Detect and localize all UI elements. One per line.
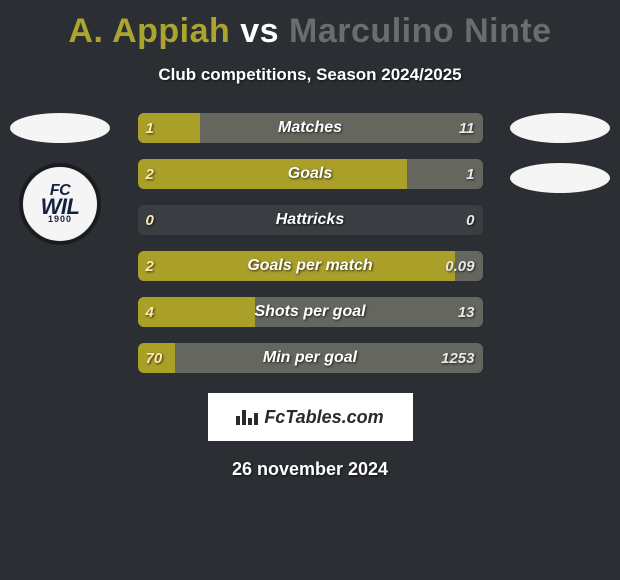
player1-avatars: FC WIL 1900 [10, 113, 110, 245]
bar-fill-player2 [200, 113, 483, 143]
stat-row-hattricks: 0 0Hattricks [138, 205, 483, 235]
player2-name: Marculino Ninte [289, 12, 552, 50]
bar-fill-player1 [138, 297, 255, 327]
stat-bars: 111Matches 21Goals 0 0Hattricks 20.09Goals p… [138, 113, 483, 373]
stat-row-shots-per-goal: 413Shots per goal [138, 297, 483, 327]
player1-photo-placeholder [10, 113, 110, 143]
stat-row-matches: 111Matches [138, 113, 483, 143]
stat-value-player2: 0 [458, 205, 482, 235]
team-badge-text: FC WIL 1900 [41, 184, 80, 224]
brand-logo: FcTables.com [208, 393, 413, 441]
player2-avatars [510, 113, 610, 193]
player1-team-badge: FC WIL 1900 [19, 163, 101, 245]
bar-fill-player2 [255, 297, 483, 327]
date-text: 26 november 2024 [0, 459, 620, 480]
brand-text: FcTables.com [264, 407, 383, 428]
subtitle: Club competitions, Season 2024/2025 [0, 65, 620, 85]
bar-fill-player2 [407, 159, 483, 189]
player2-team-placeholder [510, 163, 610, 193]
bar-fill-player1 [138, 159, 407, 189]
comparison-content: FC WIL 1900 111Matches 21Goals 0 0Hattricks… [0, 113, 620, 373]
bars-icon [236, 410, 258, 425]
vs-text: vs [240, 12, 279, 50]
player1-name: A. Appiah [68, 12, 230, 50]
stat-label: Hattricks [138, 205, 483, 235]
bar-fill-player2 [455, 251, 483, 281]
stat-row-goals: 21Goals [138, 159, 483, 189]
bar-fill-player2 [175, 343, 482, 373]
bar-fill-player1 [138, 113, 200, 143]
stat-row-min-per-goal: 701253Min per goal [138, 343, 483, 373]
stat-row-goals-per-match: 20.09Goals per match [138, 251, 483, 281]
stat-value-player1: 0 [138, 205, 162, 235]
bar-fill-player1 [138, 343, 176, 373]
bar-fill-player1 [138, 251, 455, 281]
player2-photo-placeholder [510, 113, 610, 143]
comparison-title: A. Appiah vs Marculino Ninte [0, 0, 620, 51]
